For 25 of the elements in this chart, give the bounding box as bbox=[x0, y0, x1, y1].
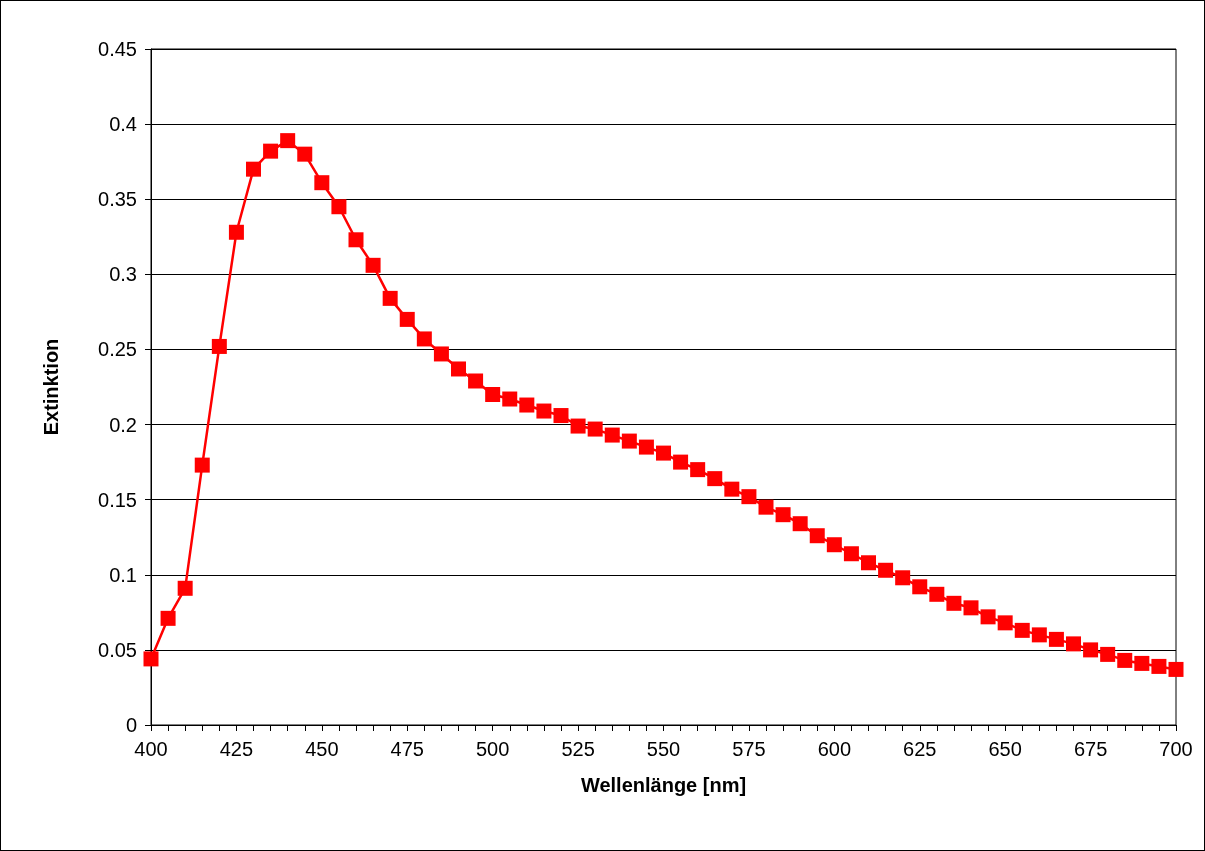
x-tick-label: 450 bbox=[305, 738, 339, 760]
y-tick-label: 0.05 bbox=[98, 638, 137, 661]
x-tick-label: 650 bbox=[988, 738, 1022, 760]
y-axis-title: Extinktion bbox=[40, 338, 62, 436]
x-tick-label: 575 bbox=[732, 738, 766, 760]
x-tick-label: 525 bbox=[561, 738, 595, 760]
y-tick-label: 0.4 bbox=[109, 113, 137, 136]
y-tick-label: 0.25 bbox=[98, 338, 137, 361]
x-tick-label: 550 bbox=[646, 738, 681, 760]
x-tick-label: 475 bbox=[390, 738, 424, 760]
x-tick-label: 675 bbox=[1073, 738, 1108, 760]
y-tick-label: 0.3 bbox=[109, 263, 137, 286]
y-tick-label: 0.2 bbox=[109, 413, 137, 436]
x-tick-label: 400 bbox=[134, 738, 168, 760]
x-tick-label: 425 bbox=[219, 738, 254, 760]
y-tick-label: 0.35 bbox=[98, 188, 137, 211]
x-tick-label: 625 bbox=[903, 738, 937, 760]
y-tick-label: 0.45 bbox=[98, 38, 137, 60]
x-tick-label: 600 bbox=[817, 738, 852, 760]
y-tick-label: 0.1 bbox=[109, 563, 137, 586]
y-tick-label: 0.15 bbox=[98, 488, 137, 511]
y-tick-label: 0 bbox=[125, 714, 137, 736]
x-axis-title: Wellenlänge [nm] bbox=[580, 774, 747, 796]
x-tick-label: 700 bbox=[1159, 738, 1193, 760]
x-tick-label: 500 bbox=[475, 738, 510, 760]
